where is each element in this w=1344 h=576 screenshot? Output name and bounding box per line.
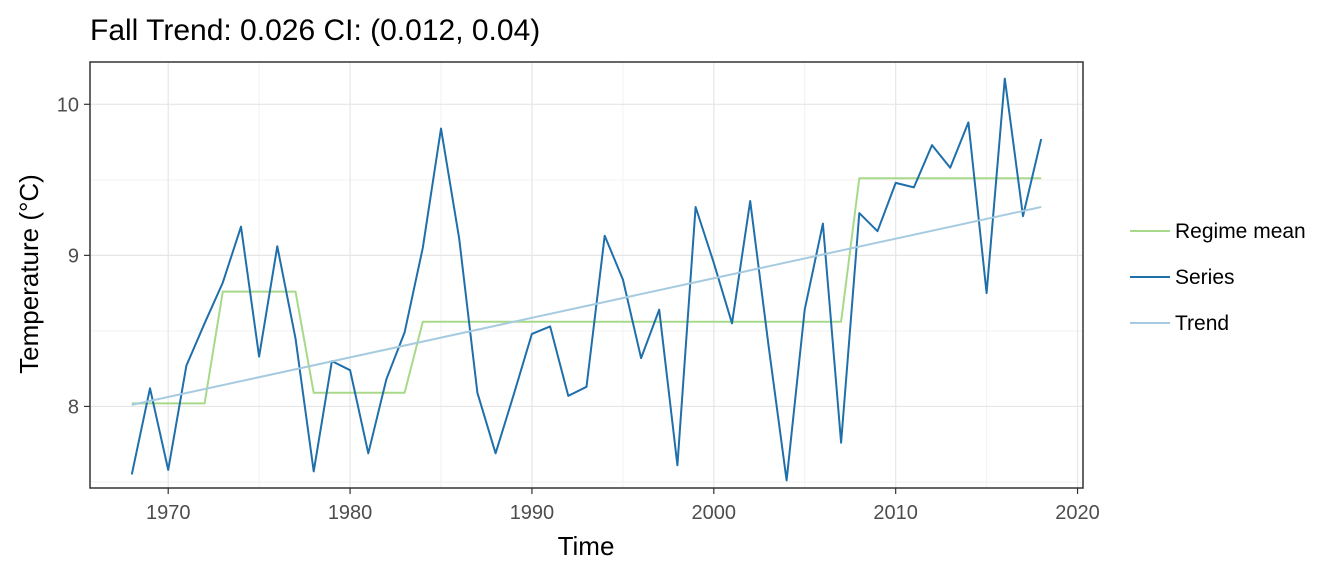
series-layer	[130, 77, 1043, 482]
x-tick-label: 2010	[873, 502, 918, 524]
x-tick-label: 1970	[146, 502, 191, 524]
legend-label-regime-mean: Regime mean	[1175, 220, 1306, 243]
major-gridlines	[90, 62, 1083, 488]
y-axis: 8 9 10	[57, 94, 90, 418]
series-line-series	[130, 77, 1043, 482]
series-line-regime-mean	[131, 177, 1042, 405]
x-tick-label: 1990	[510, 502, 555, 524]
y-tick-label: 10	[57, 94, 79, 116]
y-tick-label: 9	[68, 245, 79, 267]
x-tick-label: 2000	[692, 502, 737, 524]
y-axis-title: Temperature (°C)	[14, 174, 44, 374]
x-tick-label: 1980	[328, 502, 373, 524]
chart-title: Fall Trend: 0.026 CI: (0.012, 0.04)	[90, 14, 540, 47]
x-axis-title: Time	[558, 531, 615, 561]
series-line-trend	[131, 206, 1042, 406]
x-tick-label: 2020	[1055, 502, 1100, 524]
minor-gridlines	[90, 62, 1083, 488]
legend: Regime mean Series Trend	[1130, 220, 1306, 335]
legend-label-series: Series	[1175, 266, 1235, 289]
x-axis: 1970 1980 1990 2000 2010 2020	[146, 488, 1100, 524]
plot-panel-border	[89, 61, 1084, 489]
y-tick-label: 8	[68, 396, 79, 418]
legend-label-trend: Trend	[1175, 312, 1229, 335]
